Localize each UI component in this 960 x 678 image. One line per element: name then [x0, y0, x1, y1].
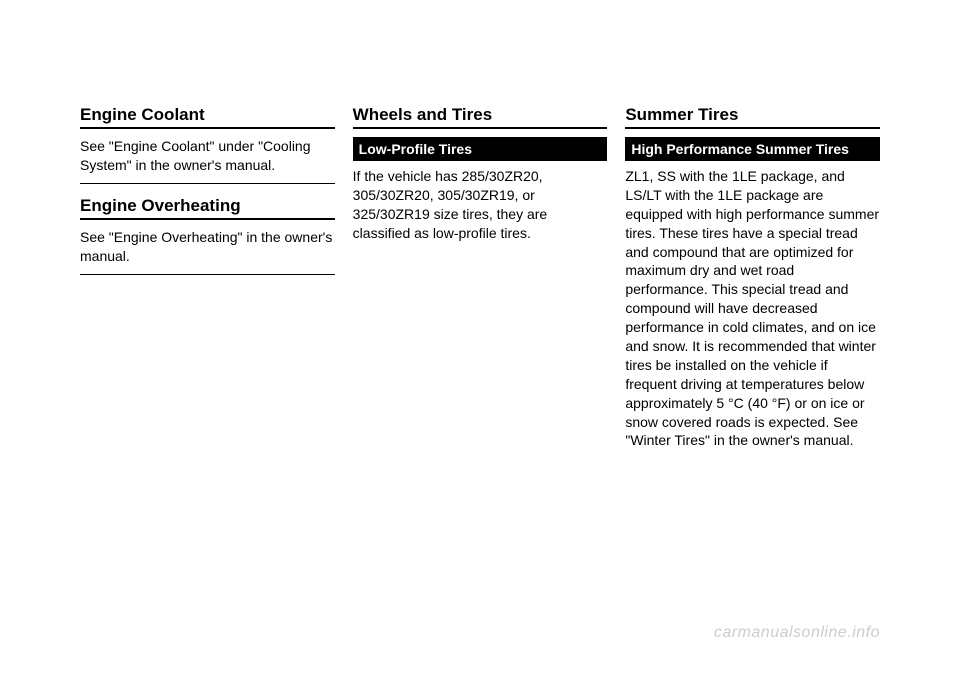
summer-tires-heading: Summer Tires [625, 105, 880, 129]
column-2: Wheels and Tires Low-Profile Tires If th… [353, 105, 608, 462]
engine-coolant-heading: Engine Coolant [80, 105, 335, 129]
column-1: Engine Coolant See "Engine Coolant" unde… [80, 105, 335, 462]
low-profile-body: If the vehicle has 285/30ZR20, 305/30ZR2… [353, 167, 608, 243]
engine-coolant-body: See "Engine Coolant" under "Cooling Syst… [80, 137, 335, 184]
watermark-text: carmanualsonline.info [714, 624, 880, 642]
column-3: Summer Tires High Performance Summer Tir… [625, 105, 880, 462]
page-content: Engine Coolant See "Engine Coolant" unde… [80, 105, 880, 462]
summer-tires-subheading: High Performance Summer Tires [625, 137, 880, 161]
engine-overheating-heading: Engine Overheating [80, 196, 335, 220]
wheels-tires-heading: Wheels and Tires [353, 105, 608, 129]
summer-tires-body: ZL1, SS with the 1LE package, and LS/LT … [625, 167, 880, 450]
low-profile-subheading: Low-Profile Tires [353, 137, 608, 161]
engine-overheating-body: See "Engine Overheating" in the owner's … [80, 228, 335, 275]
